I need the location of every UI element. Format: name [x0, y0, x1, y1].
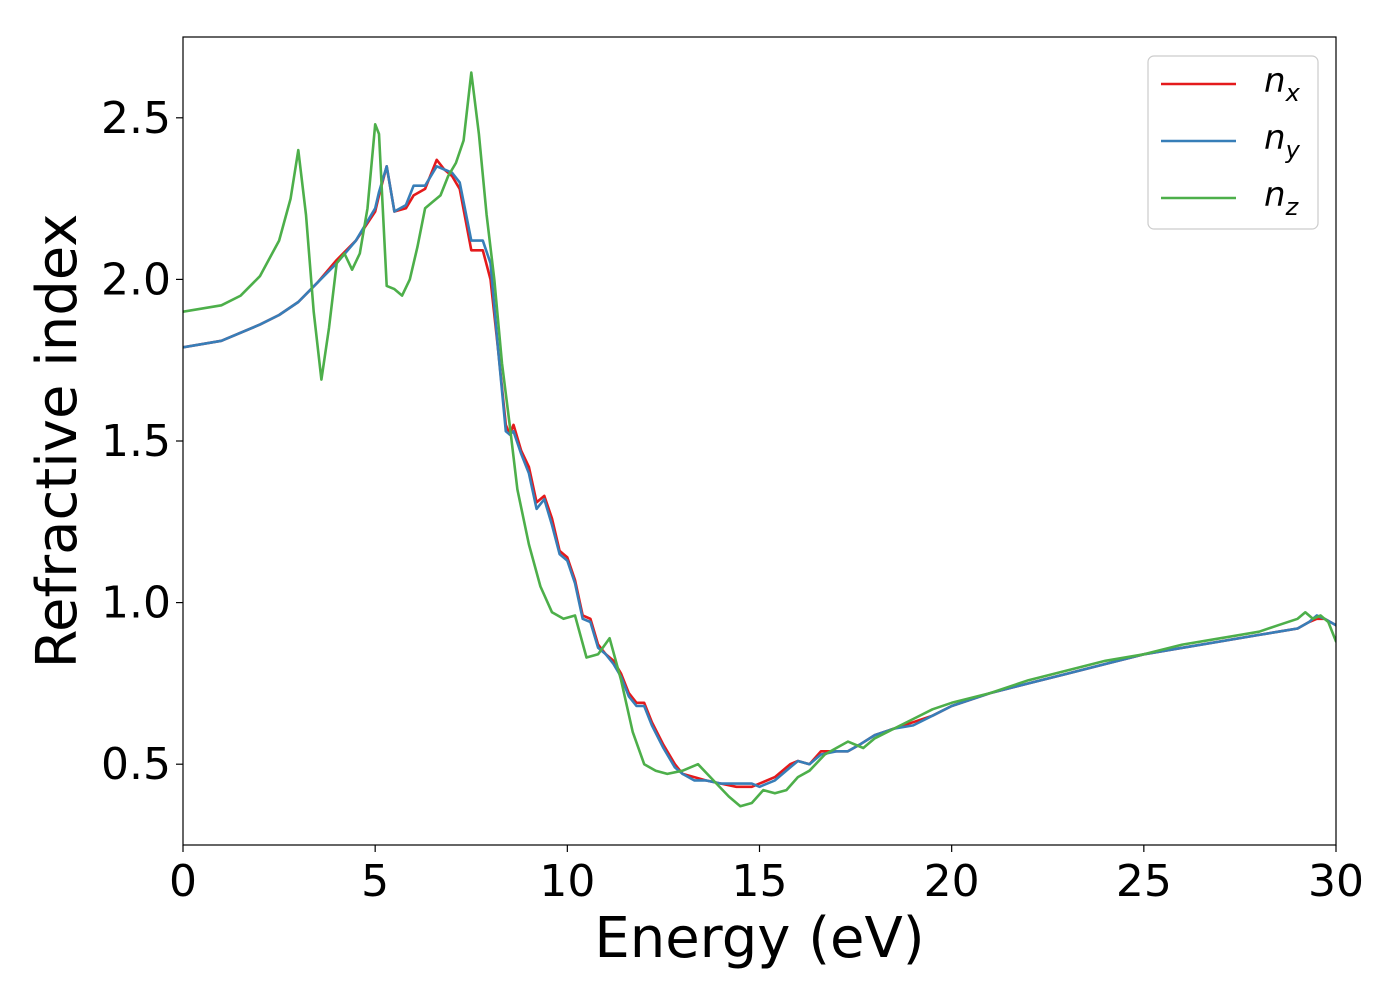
x-tick-label: 0 — [169, 856, 197, 907]
legend-label-y: ny — [1264, 118, 1301, 164]
legend-label-z: nz — [1264, 175, 1300, 221]
legend-label-base: n — [1264, 175, 1286, 215]
x-tick-label: 30 — [1308, 856, 1364, 907]
x-tick-label: 5 — [361, 856, 389, 907]
y-tick-label: 0.5 — [101, 739, 171, 790]
legend-label-sub: z — [1285, 193, 1300, 221]
series-line-n-z — [183, 71, 1336, 808]
y-tick-label: 1.5 — [101, 416, 171, 467]
x-tick-label: 10 — [539, 856, 595, 907]
y-tick-label: 2.5 — [101, 93, 171, 144]
legend-label-base: n — [1264, 61, 1286, 101]
legend-label-sub: y — [1285, 136, 1301, 164]
legend-label-base: n — [1264, 118, 1286, 158]
x-axis-title: Energy (eV) — [594, 906, 924, 971]
legend-box — [1147, 55, 1319, 230]
series-layer — [183, 71, 1336, 808]
x-axis: 0 5 10 15 20 25 30 — [169, 845, 1364, 907]
legend-label-sub: x — [1285, 79, 1301, 107]
x-tick-label: 15 — [732, 856, 788, 907]
y-axis: 0.5 1.0 1.5 2.0 2.5 — [101, 93, 183, 790]
legend-label-x: nx — [1264, 61, 1301, 107]
x-tick-label: 20 — [924, 856, 980, 907]
y-tick-label: 1.0 — [101, 578, 171, 629]
x-tick-label: 25 — [1116, 856, 1172, 907]
y-tick-label: 2.0 — [101, 254, 171, 305]
y-axis-title: Refractive index — [25, 214, 90, 669]
